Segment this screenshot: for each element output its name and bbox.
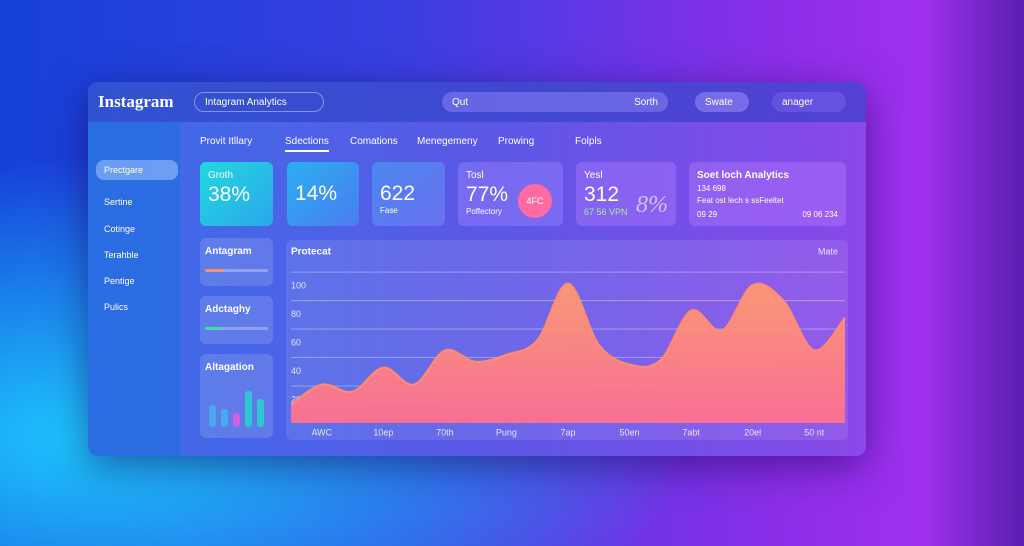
stat-card: Yesl 312 67 56 VPN 8% (576, 162, 676, 226)
search-placeholder: Qut (452, 96, 469, 108)
card-value: 77% (466, 183, 509, 206)
card-sub: 67 56 VPN (584, 207, 628, 217)
search-box[interactable]: Qut Sorth (442, 92, 668, 112)
y-tick-label: 40 (291, 366, 301, 376)
tab[interactable]: Provit Itllary (200, 136, 253, 147)
x-tick-label: 10ep (373, 427, 393, 437)
card-value: 14% (295, 182, 338, 205)
card-extra: 8% (636, 192, 668, 218)
dropdown[interactable]: Intagram Analytics (194, 92, 324, 112)
card-title: Soet loch Analytics (697, 170, 789, 181)
x-tick-label: 50en (620, 427, 640, 437)
stat-card: 622 Fase (372, 162, 445, 226)
stat-card: Tosl 77% Poffectory 4FC (458, 162, 563, 226)
card-label: Fase (380, 206, 398, 215)
card-line: 134 698 (697, 184, 726, 193)
card-label: Yesl (584, 170, 603, 181)
search-button[interactable]: Sorth (634, 96, 658, 108)
card-value: 312 (584, 183, 620, 206)
user-menu[interactable]: anager (772, 92, 846, 112)
area-line (290, 282, 846, 406)
x-tick-label: 7ap (560, 427, 575, 437)
card-line: Feat ost lech s ssFeeltet (697, 196, 784, 205)
y-tick-label: 20 (291, 394, 301, 404)
logo: Instagram (98, 92, 174, 111)
x-tick-label: 70th (436, 427, 454, 437)
panel-title: Adctaghy (205, 304, 251, 315)
chart-note: Mate (818, 246, 838, 256)
stat-card: Groth 38% (200, 162, 273, 226)
nav-item[interactable]: Terahble (104, 250, 139, 260)
nav-item[interactable]: Cotinge (104, 224, 136, 234)
y-tick-label: 60 (291, 337, 301, 347)
area (291, 283, 845, 423)
card-label: Groth (208, 170, 234, 181)
progress (205, 327, 268, 330)
card-foot: 09 29 (697, 210, 718, 219)
card-value: 38% (208, 183, 251, 206)
progress (205, 269, 268, 272)
top-bar: Instagram Intagram Analytics Qut Sorth Sw… (88, 82, 866, 122)
side-panel: Altagation (200, 354, 273, 438)
card-foot: 09 06 234 (802, 210, 838, 219)
x-tick-label: 7abt (682, 427, 700, 437)
panel-title: Altagation (205, 362, 254, 373)
panel-title: Antagram (205, 246, 252, 257)
card-badge: 4FC (518, 184, 552, 218)
nav-item[interactable]: Prectgare (96, 160, 178, 180)
sidebar: Prectgare Sertine Cotinge Terahble Penti… (88, 122, 180, 456)
nav-item[interactable]: Sertine (104, 197, 133, 207)
action-button[interactable]: Swate (695, 92, 749, 112)
x-tick-label: 20el (744, 427, 761, 437)
card-label: Tosl (466, 170, 484, 181)
mini-bars (209, 391, 264, 427)
x-tick-label: Pung (496, 427, 517, 437)
x-tick-label: 50 nt (804, 427, 825, 437)
card-sub: Poffectory (466, 207, 502, 216)
nav-item[interactable]: Pulics (104, 302, 129, 312)
x-tick-label: AWC (311, 427, 332, 437)
tab[interactable]: Folpls (575, 136, 602, 147)
chart-title: Protecat (291, 247, 332, 258)
tab[interactable]: Menegemeny (417, 136, 478, 147)
side-panel: Antagram (200, 238, 273, 286)
tab[interactable]: Prowing (498, 136, 535, 147)
card-value: 622 (380, 182, 416, 205)
y-tick-label: 80 (291, 309, 301, 319)
stat-card: 14% (287, 162, 359, 226)
stat-card: Soet loch Analytics 134 698 Feat ost lech … (689, 162, 846, 226)
tab[interactable]: Comations (350, 136, 398, 147)
y-tick-label: 100 (291, 280, 306, 290)
side-panel: Adctaghy (200, 296, 273, 344)
nav-item[interactable]: Pentige (104, 276, 135, 286)
tab[interactable]: Sdections (285, 136, 329, 152)
